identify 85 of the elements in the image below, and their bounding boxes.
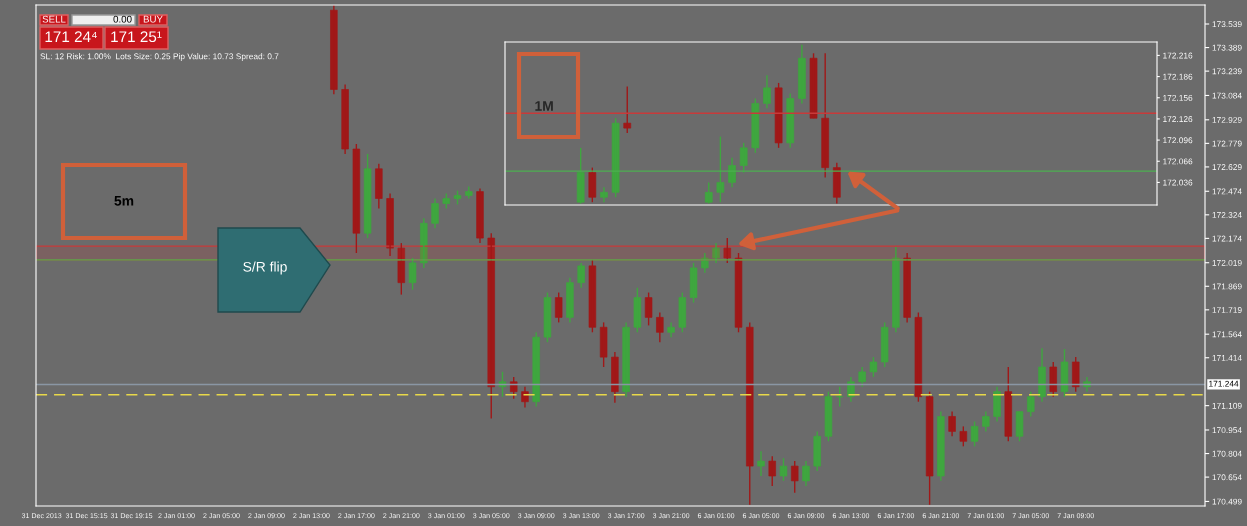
y-tick-label: 172.174 xyxy=(1212,235,1242,242)
candlestick xyxy=(768,455,776,487)
y-tick-label: 170.499 xyxy=(1212,498,1242,505)
annotation: BUY xyxy=(143,15,163,23)
y-tick-label: 172.126 xyxy=(1163,116,1193,123)
candlestick xyxy=(1060,348,1069,398)
annotation: 171 24⁴ xyxy=(45,31,97,42)
y-tick-label: 172.474 xyxy=(1212,188,1242,195)
y-tick-label: 172.096 xyxy=(1163,137,1193,144)
y-tick-label: 172.156 xyxy=(1163,94,1193,101)
annotation: 1M xyxy=(535,101,553,111)
candlestick xyxy=(689,262,698,304)
candlestick xyxy=(588,166,597,203)
y-tick-label: 172.324 xyxy=(1212,212,1242,218)
candlestick xyxy=(588,259,597,333)
y-tick-label: 171.719 xyxy=(1212,307,1242,313)
y-tick-label: 172.216 xyxy=(1163,52,1193,59)
candlestick xyxy=(757,450,765,477)
candlestick xyxy=(1027,390,1035,418)
candlestick xyxy=(746,321,754,506)
candlestick xyxy=(352,143,361,254)
candlestick xyxy=(633,287,642,333)
candlestick xyxy=(1072,356,1080,393)
y-tick-label: 172.779 xyxy=(1212,140,1242,147)
candlestick xyxy=(1015,410,1024,442)
y-tick-label: 172.629 xyxy=(1212,164,1242,171)
candlestick xyxy=(824,390,833,442)
annotation: 5m xyxy=(114,196,134,206)
candlestick xyxy=(791,460,799,494)
candlestick xyxy=(959,425,968,448)
candlestick xyxy=(576,147,585,205)
candlestick xyxy=(774,82,783,149)
candlestick xyxy=(734,252,743,333)
candlestick xyxy=(623,85,632,134)
candlestick xyxy=(543,291,552,343)
candlestick xyxy=(420,217,428,269)
annotation: 171 25¹ xyxy=(111,31,162,43)
y-tick-label: 173.539 xyxy=(1212,21,1242,28)
y-tick-label: 171.414 xyxy=(1212,355,1242,361)
candlestick xyxy=(363,153,372,239)
annotation: 0.00 xyxy=(113,15,132,23)
y-tick-label: 173.389 xyxy=(1212,44,1242,51)
candlestick xyxy=(704,181,713,205)
y-tick-label: 172.019 xyxy=(1212,259,1242,266)
candlestick xyxy=(1004,366,1013,442)
candlestick xyxy=(408,257,417,291)
y-tick-label: 172.036 xyxy=(1163,179,1193,186)
candlestick xyxy=(716,135,725,203)
candlestick xyxy=(880,321,889,368)
candlestick xyxy=(723,237,732,264)
annotation: S/R flip xyxy=(243,261,287,275)
candlestick xyxy=(599,321,608,368)
y-tick-label: 173.084 xyxy=(1212,92,1242,99)
y-tick-label: 171.109 xyxy=(1212,402,1242,409)
y-tick-label: 170.804 xyxy=(1212,450,1242,457)
candlestick xyxy=(914,311,923,403)
candlestick xyxy=(779,457,788,482)
candlestick xyxy=(554,291,563,324)
candlestick xyxy=(925,390,934,506)
candlestick xyxy=(487,232,495,420)
candlestick xyxy=(712,242,720,264)
candlestick xyxy=(786,92,795,149)
y-tick-label: 171.564 xyxy=(1212,331,1242,338)
candlestick xyxy=(678,291,687,333)
candlestick xyxy=(397,242,406,296)
y-tick-label: 172.066 xyxy=(1163,158,1193,165)
candlestick xyxy=(813,430,821,472)
annotation: SL: 12 Risk: 1.00% Lots Size: 0.25 Pip Value: 10.73 Spread: 0.7 xyxy=(40,53,279,61)
candlestick xyxy=(809,52,818,119)
y-tick-label: 172.186 xyxy=(1163,73,1193,80)
candlestick xyxy=(1049,361,1057,398)
candlestick xyxy=(611,117,620,198)
y-tick-label: 170.654 xyxy=(1212,474,1242,481)
y-tick-label: 171.869 xyxy=(1212,283,1242,290)
y-tick-label: 170.954 xyxy=(1212,427,1242,434)
candlestick xyxy=(869,356,878,378)
ref-line-label: 171.244 xyxy=(1209,380,1239,387)
annotation: SELL xyxy=(42,15,66,23)
candlestick xyxy=(532,331,540,408)
candlestick xyxy=(509,376,518,400)
y-tick-label: 173.239 xyxy=(1212,68,1242,75)
y-tick-label: 172.929 xyxy=(1212,117,1242,123)
candlestick xyxy=(970,420,979,448)
candlestick xyxy=(644,291,653,327)
candlestick xyxy=(739,142,748,174)
